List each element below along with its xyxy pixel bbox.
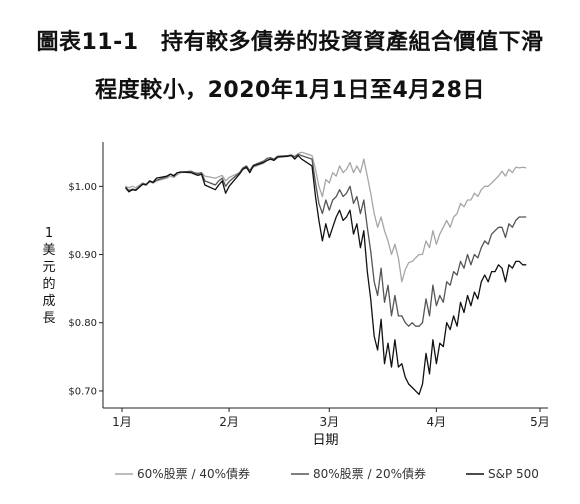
x-axis-ticks: 1月 2月 3月 4月 5月 — [112, 408, 550, 429]
x-axis-title: 日期 — [312, 433, 338, 448]
x-tick-label: 2月 — [219, 415, 239, 429]
series-lines — [124, 151, 527, 396]
y-axis-title-char: 美 — [42, 243, 55, 258]
legend: 60%股票 / 40%債券 80%股票 / 20%債券 S&P 500 — [115, 466, 539, 481]
series-line-3 — [124, 154, 527, 396]
plot-area: $1.00 $0.90 $0.80 $0.70 1月 2月 3月 4月 5月 — [68, 142, 550, 429]
x-tick-label: 5月 — [530, 415, 550, 429]
y-tick-label: $0.70 — [68, 386, 97, 397]
chart-title-line-1: 圖表11-1 持有較多債券的投資資產組合價值下滑 — [36, 30, 544, 55]
y-axis-title-char: 1 — [45, 226, 53, 241]
x-tick-label: 4月 — [427, 415, 447, 429]
y-axis-title-char: 元 — [42, 260, 55, 275]
x-tick-label: 1月 — [112, 415, 132, 429]
chart-title-line-2: 程度較小，2020年1月1日至4月28日 — [95, 78, 485, 103]
legend-label-2: 80%股票 / 20%債券 — [313, 466, 426, 481]
series-line-2 — [125, 153, 527, 327]
x-tick-label: 3月 — [319, 415, 339, 429]
y-tick-label: $1.00 — [68, 182, 97, 193]
y-axis-ticks: $1.00 $0.90 $0.80 $0.70 — [68, 182, 103, 397]
y-tick-label: $0.90 — [68, 250, 97, 261]
y-axis-title-char: 長 — [42, 311, 55, 326]
legend-label-1: 60%股票 / 40%債券 — [137, 466, 250, 481]
legend-label-3: S&P 500 — [488, 467, 539, 481]
y-axis-title-char: 的 — [42, 276, 55, 292]
y-axis-title-char: 成 — [42, 294, 55, 309]
y-tick-label: $0.80 — [68, 318, 97, 329]
